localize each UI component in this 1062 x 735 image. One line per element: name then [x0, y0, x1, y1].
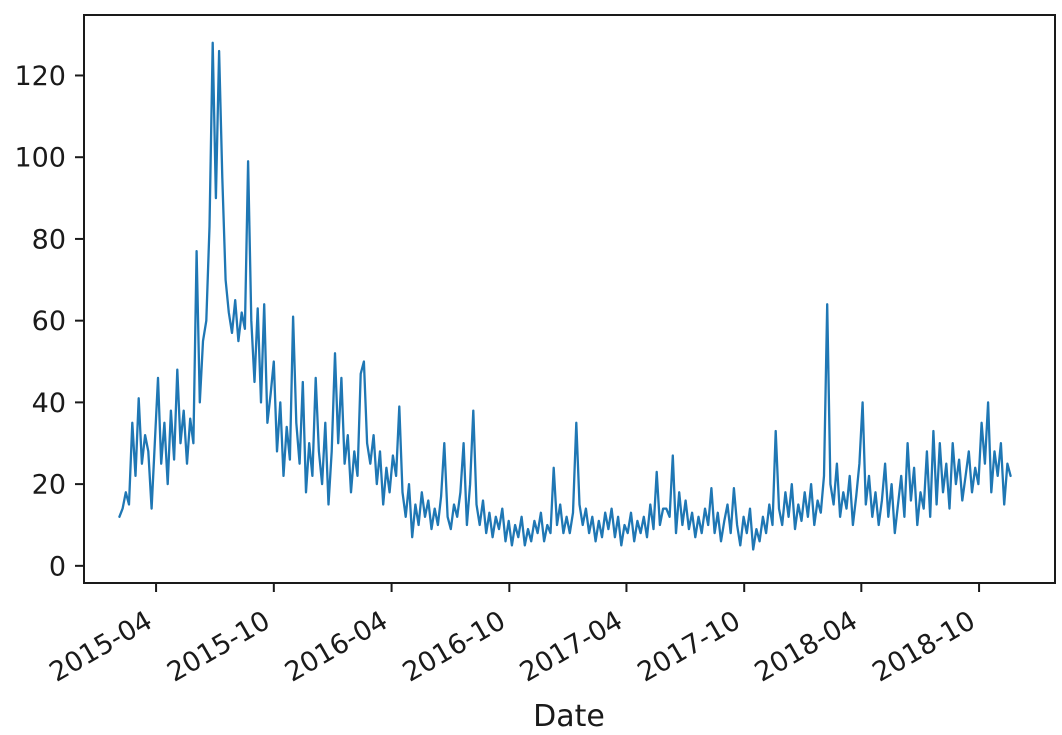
x-tick-label: 2016-10 [398, 605, 511, 688]
y-tick-label: 0 [49, 551, 66, 582]
y-tick-label: 20 [32, 470, 66, 501]
plot-area [84, 15, 1055, 583]
y-tick-label: 120 [14, 61, 66, 92]
x-tick-label: 2015-04 [44, 605, 157, 688]
y-tick-label: 80 [32, 224, 66, 255]
series-line [118, 41, 1012, 551]
x-tick-label: 2017-04 [515, 605, 628, 688]
x-tick-label: 2018-10 [867, 605, 980, 688]
x-tick-label: 2016-04 [280, 605, 393, 688]
y-axis-ticks: 0 20 40 60 80 100 120 [14, 61, 84, 582]
plot-border [83, 14, 1056, 584]
y-tick-label: 60 [32, 306, 66, 337]
x-tick-label: 2015-10 [162, 605, 275, 688]
y-tick-label: 100 [14, 143, 66, 174]
x-axis-ticks: 2015-04 2015-10 2016-04 2016-10 2017-04 2017-… [44, 583, 981, 688]
y-tick-label: 40 [32, 388, 66, 419]
x-tick-label: 2017-10 [633, 605, 746, 688]
x-axis-title: Date [533, 699, 605, 734]
x-tick-label: 2018-04 [750, 605, 863, 688]
